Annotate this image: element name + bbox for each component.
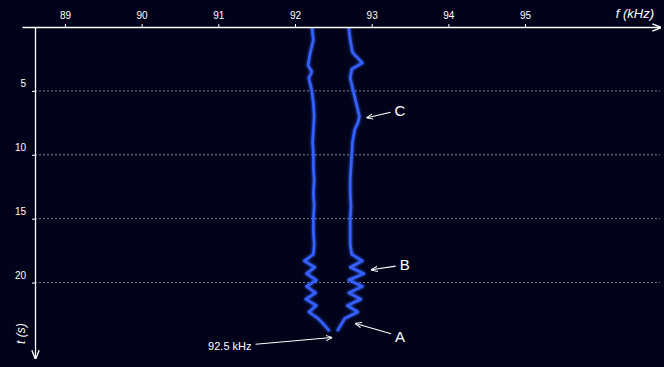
tick-label: 15 <box>15 206 27 217</box>
tick: 93 <box>367 10 379 27</box>
tick-label: 94 <box>443 10 455 21</box>
annotation-label: C <box>395 102 406 119</box>
tick-label: 10 <box>15 142 27 153</box>
tick: 91 <box>213 10 225 27</box>
tick: 95 <box>520 10 532 27</box>
tick-mark <box>65 24 66 27</box>
tick: 15 <box>15 206 35 219</box>
annotations: C B A 92.5 kHz <box>208 102 410 353</box>
axis-title: t (s) <box>14 323 28 344</box>
tick: 20 <box>15 270 35 283</box>
tick-mark <box>32 155 35 156</box>
grid-line <box>35 218 660 219</box>
tick-mark <box>372 24 373 27</box>
tick: 92 <box>290 10 302 27</box>
plot-area <box>304 27 608 358</box>
trace <box>607 27 610 358</box>
grid-line <box>35 154 660 155</box>
chart: 89 90 91 92 93 94 95 5 10 15 20 f (kHz) t (s) C B A 92.5… <box>0 0 664 367</box>
trace <box>304 27 329 331</box>
tick-mark <box>448 24 449 27</box>
x-axis: 89 90 91 92 93 94 95 <box>23 10 661 28</box>
tick-label: 5 <box>20 78 26 89</box>
annotation-label: A <box>395 328 405 345</box>
tick-label: 90 <box>137 10 149 21</box>
tick-mark <box>32 91 35 92</box>
tick-mark <box>142 24 143 27</box>
tick-label: 93 <box>367 10 379 21</box>
axis-line <box>23 27 661 28</box>
tick-mark <box>32 219 35 220</box>
annotation-arrow <box>356 323 391 333</box>
axis-line <box>35 28 36 359</box>
axis-title: f (kHz) <box>616 6 654 21</box>
tick: 5 <box>20 78 35 91</box>
tick-label: 20 <box>15 270 27 281</box>
annotation-arrow <box>367 112 391 117</box>
tick: 10 <box>15 142 35 155</box>
tick-mark <box>218 24 219 27</box>
tick-mark <box>295 24 296 27</box>
grid <box>35 91 660 283</box>
tick-label: 89 <box>60 10 72 21</box>
tick: 94 <box>443 10 455 27</box>
trace <box>337 27 364 331</box>
annotation-arrow <box>372 266 396 270</box>
tick-mark <box>32 283 35 284</box>
annotation-label: B <box>400 256 410 273</box>
tick-label: 92 <box>290 10 302 21</box>
grid-line <box>35 282 660 283</box>
tick: 89 <box>60 10 72 27</box>
tick-label: 95 <box>520 10 532 21</box>
annotation-arrow <box>256 338 332 345</box>
background <box>0 0 664 367</box>
tick: 90 <box>137 10 149 27</box>
tick-label: 91 <box>213 10 225 21</box>
tick-mark <box>525 24 526 27</box>
grid-line <box>35 90 660 91</box>
y-axis: 5 10 15 20 <box>15 28 36 359</box>
annotation-label: 92.5 kHz <box>208 340 251 352</box>
